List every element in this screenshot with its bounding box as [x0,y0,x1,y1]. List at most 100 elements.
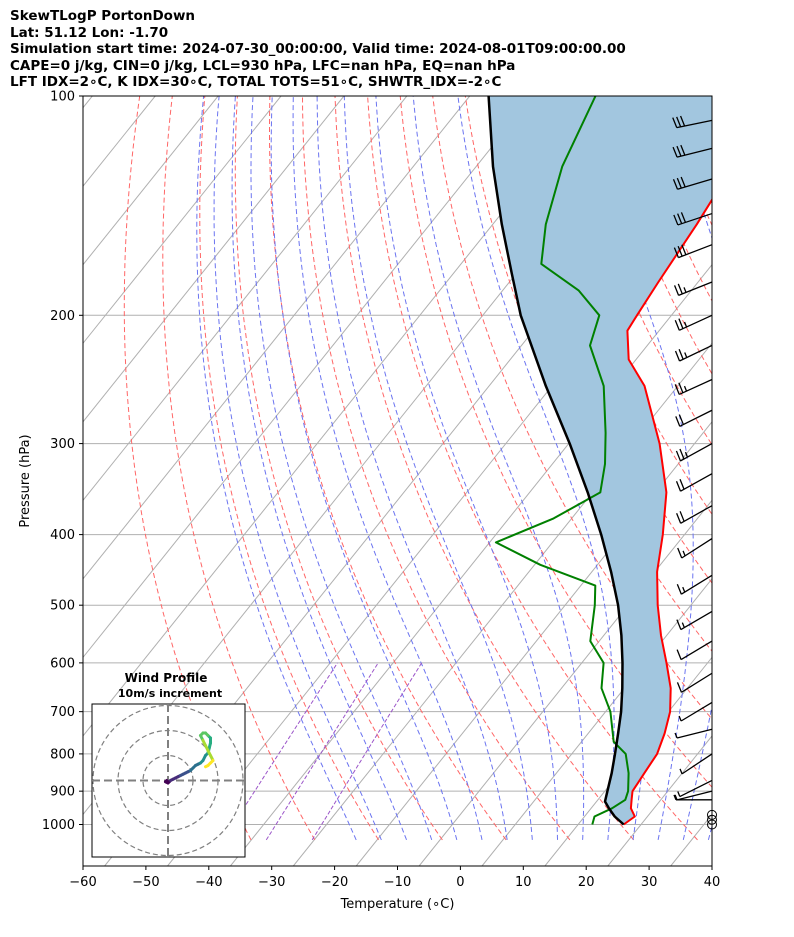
wind-barb [677,537,713,559]
barb-flag [673,247,680,258]
barb-shaft [676,119,713,129]
barb-shaft [676,790,713,801]
y-tick-label: 200 [50,309,75,324]
stability-indices-line: CAPE=0 j/kg, CIN=0 j/kg, LCL=930 hPa, LF… [10,57,516,74]
barb-flag [680,212,687,223]
moist-adiabat-line [196,96,357,841]
y-tick-label: 300 [50,437,75,452]
isotherm-line [83,96,93,109]
hodograph-title: Wind Profile [125,671,208,685]
wind-barb [674,344,713,362]
x-tick-label: 40 [704,875,721,890]
barb-flag [676,116,682,128]
wind-barb [676,610,713,631]
barb-half-flag [683,385,688,392]
barb-shaft [681,672,713,693]
barb-flag [674,350,681,362]
cape-fill [488,96,712,825]
wind-barb [676,505,713,524]
x-tick-label: −50 [132,875,159,890]
barb-flag [676,177,682,189]
x-axis-label: Temperature (∘C) [340,897,455,912]
y-tick-label: 500 [50,599,75,614]
isotherm-line [83,96,219,266]
barb-shaft [677,178,713,190]
moist-adiabat-line [231,96,407,841]
isotherm-line [230,263,712,866]
lifted-index-line: LFT IDX=2∘C, K IDX=30∘C, TOTAL TOTS=51∘C… [10,74,502,91]
barb-flag [677,213,683,224]
barb-shaft [680,473,713,492]
barb-flag [672,117,678,128]
barb-flag [680,176,686,188]
barb-flag [674,320,680,331]
y-axis-label: Pressure (hPa) [18,434,33,527]
isotherm-line [83,96,471,580]
x-tick-label: 10 [515,875,532,890]
barb-shaft [680,701,713,722]
x-tick-label: 30 [641,875,658,890]
temperature-line [623,197,712,826]
mixing-ratio-line [311,662,423,841]
wind-barb [672,144,713,158]
barb-shaft [680,610,713,631]
y-tick-label: 100 [50,90,75,105]
barb-shaft [679,779,713,798]
location-line: Lat: 51.12 Lon: -1.70 [10,24,169,41]
hodograph-plot [92,704,245,857]
barb-flag [676,583,682,595]
barb-flag [675,416,681,427]
barb-flag [673,214,679,226]
barb-flag [674,384,680,395]
x-tick-label: 20 [578,875,595,890]
barb-shaft [678,244,713,259]
barb-flag [680,144,686,156]
barb-half-flag [673,794,677,801]
dry-adiabat-line [269,96,507,841]
dry-adiabat-line [784,80,794,840]
barb-shaft [676,147,713,158]
barb-half-flag [684,352,688,358]
y-tick-label: 600 [50,656,75,671]
barb-flag [675,480,682,492]
dry-adiabat-line [367,96,698,841]
wind-barb [675,443,713,462]
wind-barb [673,212,713,226]
y-tick-label: 1000 [42,818,75,833]
barb-half-flag [674,732,678,739]
barb-shaft [680,574,713,595]
moist-adiabat-line [270,96,458,841]
barb-flag [678,382,684,393]
wind-barb [672,176,713,190]
hodograph-subtitle: 10m/s increment [118,687,222,700]
moist-adiabat-line [707,824,712,841]
barb-shaft [681,753,713,775]
moist-adiabat-line [412,96,585,840]
wind-barb [675,409,713,427]
barb-shaft [680,640,713,661]
x-tick-label: −20 [321,875,348,890]
wind-barb [674,314,713,331]
chart-title: SkewTLogP PortonDown [10,8,196,24]
isotherm-line [734,96,794,866]
wind-barb [677,779,713,798]
isotherm-line [83,96,596,737]
y-tick-label: 700 [50,705,75,720]
barb-flag [678,414,684,425]
barb-half-flag [678,715,682,722]
x-tick-label: 0 [456,875,464,890]
barb-flag [672,146,678,158]
isotherm-line [83,96,408,502]
hodograph-segment [204,764,210,769]
dry-adiabat-line [199,96,380,841]
moist-adiabat-line [375,96,558,840]
barb-half-flag [682,550,686,557]
barb-half-flag [674,794,678,801]
wind-barb [673,244,713,259]
moist-adiabat-line [343,96,533,840]
isotherm-line [83,96,345,423]
isotherm-line [607,735,712,866]
barb-half-flag [677,791,681,797]
chart-axes: −60 −50 −40 −30 −20 −10 0 10 20 30 40 100 200 300 400 5… [42,90,720,891]
